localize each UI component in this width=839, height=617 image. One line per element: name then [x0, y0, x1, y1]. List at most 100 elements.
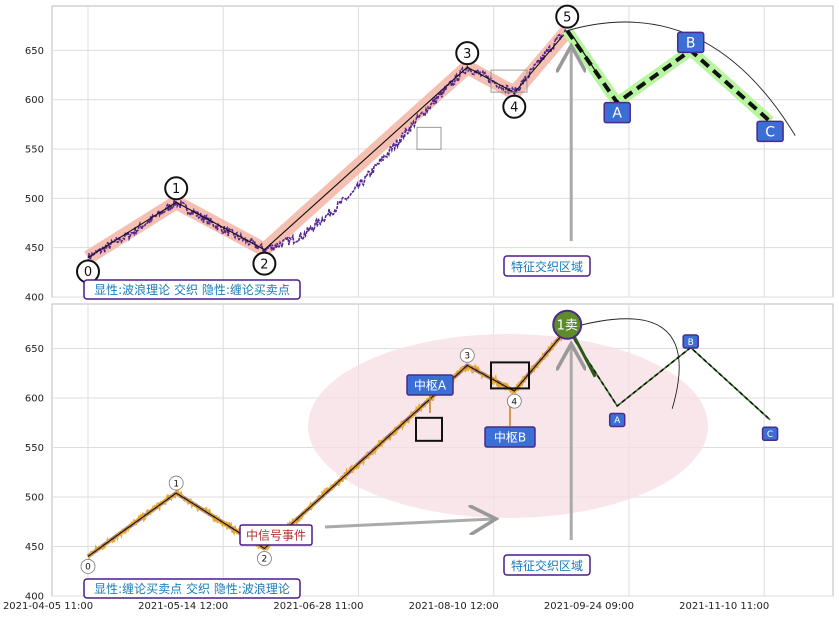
sell-point-label-circle: [552, 309, 583, 340]
bottom-proj-label-C-box: [761, 426, 779, 442]
top-plot-area: [51, 5, 834, 298]
bottom-wave-label-3: 3: [459, 347, 475, 363]
bottom-wave-label-2: 2: [256, 551, 272, 566]
bottom-y-tick-label: 500: [25, 493, 44, 504]
bottom-legend-box: 显性:缠论买卖点 交织 隐性:波浪理论: [83, 578, 301, 599]
bottom-proj-label-B: B: [682, 334, 699, 349]
top-y-tick-label: 550: [25, 145, 44, 156]
x-tick-label: 2021-11-10 11:00: [679, 601, 769, 612]
bottom-wave-label-3-text: 3: [464, 352, 470, 362]
bottom-proj-label-A-box: [608, 412, 626, 428]
x-tick-label: 2021-04-05 11:00: [3, 601, 93, 612]
zhongshu-a-label: 中枢A: [406, 374, 454, 396]
top-zone-box-a: [416, 126, 442, 150]
zhongshu-a-label-box: [406, 374, 454, 396]
top-wave-label-1-circle: [164, 176, 189, 201]
x-tick-label: 2021-06-28 11:00: [273, 601, 363, 612]
top-region-frame: [503, 255, 591, 277]
top-proj-label-C-text: C: [765, 124, 775, 140]
bottom-y-tick-label: 600: [25, 394, 44, 405]
bottom-y-tick-label: 450: [25, 542, 44, 553]
bottom-region-label: 特征交织区域: [503, 554, 591, 576]
top-wave-line: [87, 30, 568, 259]
bottom-legend-text: 显性:缠论买卖点 交织 隐性:波浪理论: [94, 581, 290, 596]
bottom-wave-label-1-circle: [168, 475, 184, 491]
top-y-tick-label: 500: [25, 194, 44, 205]
bottom-wave-label-0-text: 0: [85, 563, 91, 573]
bottom-proj-label-B-box: [682, 334, 699, 349]
x-tick-label: 2021-09-24 09:00: [544, 601, 634, 612]
bottom-y-tick-label: 550: [25, 443, 44, 454]
bottom-proj-label-B-text: B: [688, 338, 694, 348]
top-y-tick-label: 450: [25, 243, 44, 254]
zhongshu-a-label-text: 中枢A: [414, 377, 447, 392]
top-y-tick-label: 400: [25, 293, 44, 304]
top-proj-label-B-box: [676, 31, 705, 54]
top-proj-label-B-text: B: [686, 35, 696, 51]
top-proj-label-A-box: [603, 101, 631, 124]
zhongshu-b-box: [490, 361, 530, 390]
bottom-wave-label-1-text: 1: [173, 479, 179, 489]
bottom-wave-label-0-circle: [80, 559, 96, 574]
top-proj-label-C: C: [756, 120, 784, 143]
bottom-wave-label-4-circle: [506, 393, 522, 409]
top-wave-label-5-text: 5: [563, 10, 571, 25]
bottom-wave-label-0: 0: [80, 559, 96, 574]
signal-event-arrow: [324, 519, 493, 527]
top-proj-label-A: A: [603, 101, 631, 124]
zhongshu-b-label-box: [484, 426, 536, 448]
sell-point-label: 1卖: [552, 309, 583, 340]
bottom-region-text: 特征交织区域: [511, 558, 583, 573]
bottom-wave-label-2-circle: [256, 551, 272, 566]
top-proj-label-B: B: [676, 31, 705, 54]
top-y-tick-label: 650: [25, 46, 44, 57]
top-wave-label-2: 2: [252, 251, 277, 276]
top-wave-label-0: 0: [76, 259, 100, 284]
top-wave-label-1: 1: [164, 176, 189, 201]
bottom-projection-arc: [567, 318, 680, 409]
bottom-wave-label-3-circle: [459, 347, 475, 363]
top-wave-label-5-circle: [555, 4, 580, 29]
signal-event-label-text: 中信号事件: [246, 527, 306, 542]
bottom-y-tick-label: 400: [25, 592, 44, 603]
bottom-wave-line: [87, 328, 568, 557]
bottom-proj-label-C: C: [761, 426, 779, 442]
top-proj-label-A-text: A: [612, 106, 622, 122]
top-zone-box-b: [490, 69, 528, 93]
top-wave-label-5: 5: [555, 4, 580, 29]
zhongshu-b-label: 中枢B: [484, 426, 536, 448]
signal-event-label: 中信号事件: [239, 524, 313, 546]
top-legend-text: 显性:波浪理论 交织 隐性:缠论买卖点: [94, 282, 290, 297]
bottom-proj-label-C-text: C: [767, 430, 773, 440]
bottom-wave-label-4: 4: [506, 393, 522, 409]
bottom-region-frame: [503, 554, 591, 576]
top-wave-label-4-text: 4: [510, 100, 518, 115]
top-projection-line: [565, 29, 772, 123]
top-wave-label-2-circle: [252, 251, 277, 276]
top-y-tick-label: 600: [25, 95, 44, 106]
top-wave-label-3-text: 3: [463, 47, 471, 62]
sell-point-label-text: 1卖: [557, 318, 578, 333]
bottom-projection-line: [566, 328, 771, 421]
bottom-proj-label-A: A: [608, 412, 626, 428]
bottom-wave-label-1: 1: [168, 475, 184, 491]
top-region-label: 特征交织区域: [503, 255, 591, 277]
top-legend-box: 显性:波浪理论 交织 隐性:缠论买卖点: [83, 279, 301, 300]
bottom-y-tick-label: 650: [25, 344, 44, 355]
top-wave-label-2-text: 2: [260, 257, 268, 272]
top-legend-frame: [83, 279, 301, 300]
top-proj-label-C-box: [756, 120, 784, 143]
zhongshu-a-box: [415, 416, 443, 442]
top-wave-label-3: 3: [455, 41, 480, 66]
bottom-proj-label-A-text: A: [614, 416, 621, 426]
top-wave-label-0-text: 0: [84, 265, 92, 280]
bottom-wave-label-4-text: 4: [511, 397, 517, 407]
zhongshu-b-label-text: 中枢B: [494, 429, 526, 444]
top-region-text: 特征交织区域: [511, 259, 583, 274]
x-tick-label: 2021-05-14 12:00: [138, 601, 228, 612]
top-wave-label-4: 4: [502, 94, 527, 119]
signal-event-label-box: [239, 524, 313, 546]
bottom-legend-frame: [83, 578, 301, 599]
bottom-wave-label-2-text: 2: [262, 555, 268, 565]
